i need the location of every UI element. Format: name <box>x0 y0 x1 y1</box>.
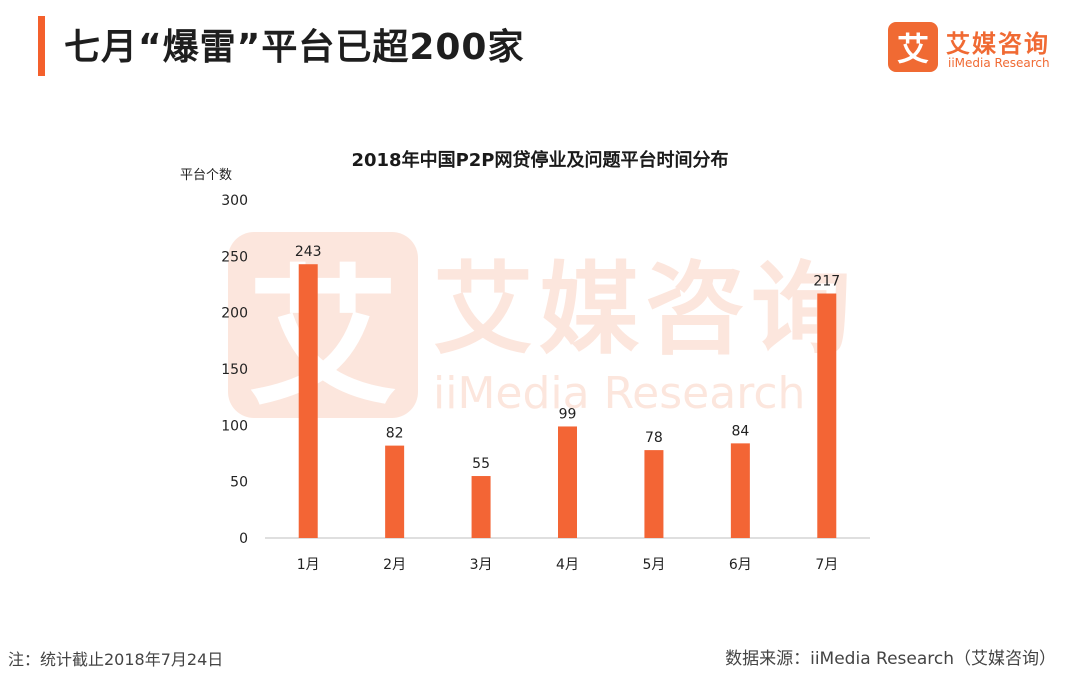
x-tick-label: 5月 <box>642 557 665 573</box>
bar <box>298 264 318 538</box>
x-tick-label: 2月 <box>383 557 406 573</box>
footer-source: 数据来源：iiMedia Research（艾媒咨询） <box>725 649 1056 669</box>
data-label: 243 <box>295 244 322 260</box>
chart-title: 2018年中国P2P网贷停业及问题平台时间分布 <box>351 150 729 171</box>
logo-mark-icon: 艾 <box>888 22 938 72</box>
y-tick-label: 50 <box>230 475 248 491</box>
data-label: 217 <box>813 274 840 290</box>
x-tick-label: 3月 <box>470 557 493 573</box>
bar <box>385 445 405 538</box>
x-tick-label: 6月 <box>729 557 752 573</box>
page-title: 七月“爆雷”平台已超200家 <box>64 27 525 68</box>
bar <box>730 443 750 538</box>
brand-logo: 艾 艾媒咨询 iiMedia Research <box>888 22 1068 76</box>
bar <box>817 293 837 538</box>
title-accent-bar <box>38 16 45 76</box>
y-axis-title: 平台个数 <box>180 168 233 183</box>
bar <box>471 476 491 538</box>
y-tick-label: 150 <box>221 362 248 378</box>
y-tick-label: 200 <box>221 306 248 322</box>
y-tick-label: 0 <box>239 531 248 547</box>
x-tick-label: 7月 <box>815 557 838 573</box>
y-tick-label: 250 <box>221 249 248 265</box>
x-tick-label: 4月 <box>556 557 579 573</box>
data-label: 99 <box>559 406 577 422</box>
y-tick-label: 300 <box>221 193 248 209</box>
x-tick-label: 1月 <box>297 557 320 573</box>
y-tick-label: 100 <box>221 418 248 434</box>
logo-name-en: iiMedia Research <box>948 56 1050 70</box>
bar <box>558 426 577 538</box>
data-label: 82 <box>386 426 404 442</box>
footer-note: 注：统计截止2018年7月24日 <box>8 650 224 669</box>
bar <box>644 450 664 538</box>
data-label: 78 <box>645 430 663 446</box>
data-label: 55 <box>472 456 490 472</box>
logo-name-cn: 艾媒咨询 <box>946 30 1050 58</box>
data-label: 84 <box>731 423 749 439</box>
